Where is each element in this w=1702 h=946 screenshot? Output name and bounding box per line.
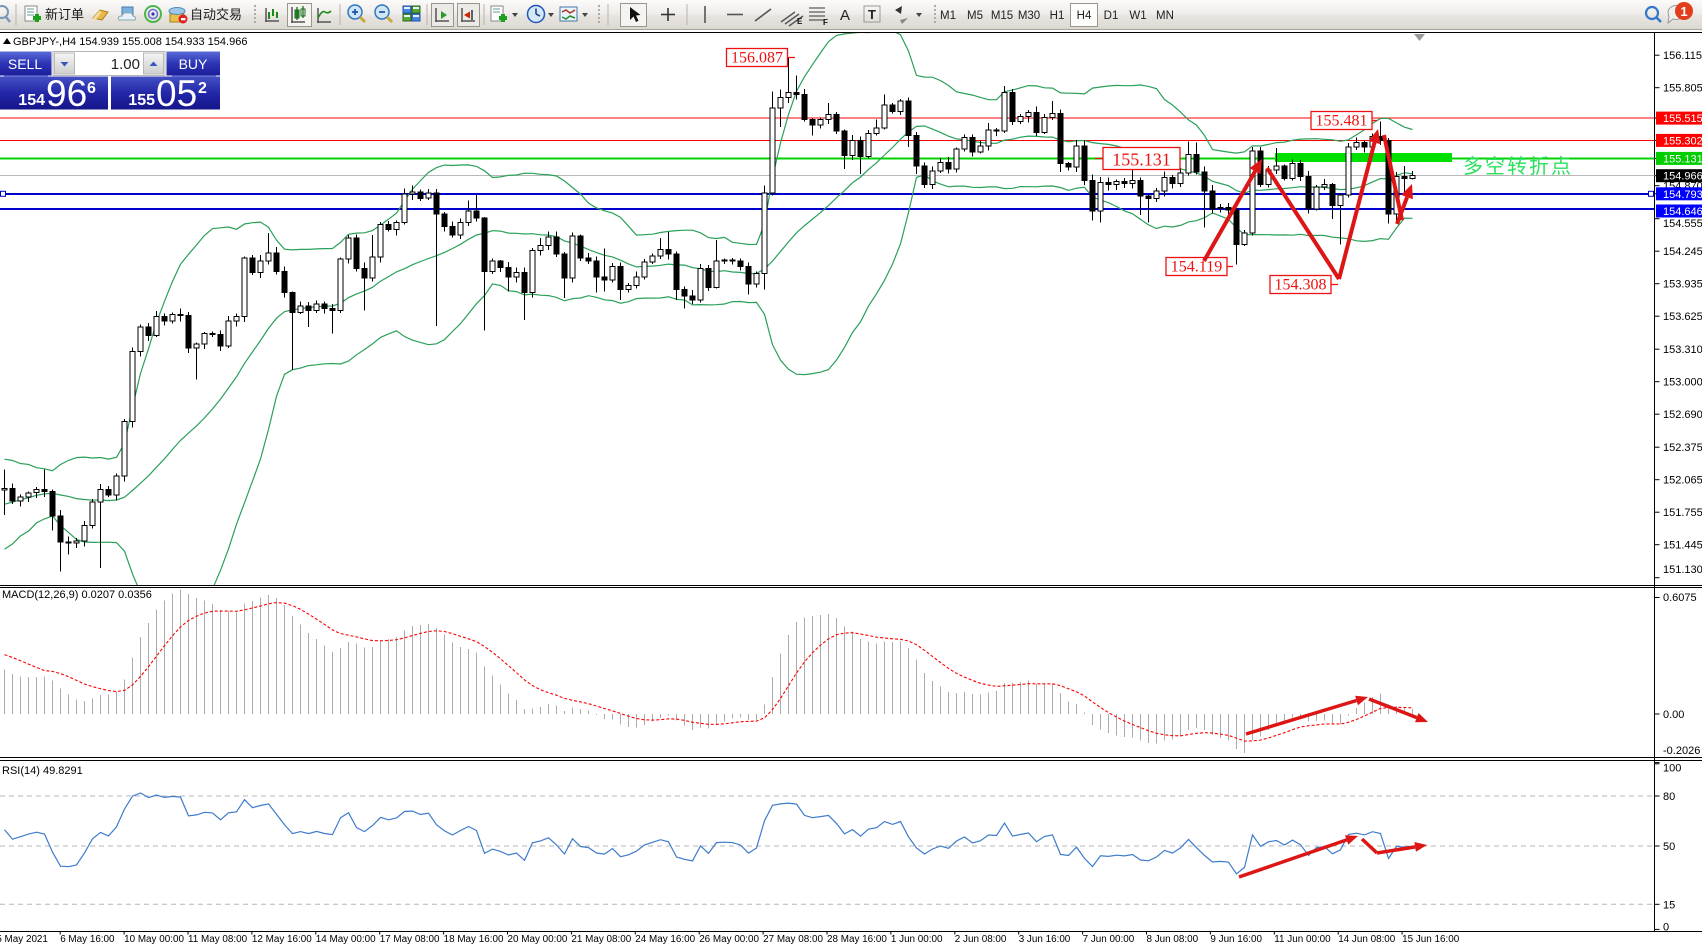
svg-text:2: 2 <box>198 80 207 97</box>
svg-text:155: 155 <box>128 92 155 109</box>
svg-text:3 Jun 16:00: 3 Jun 16:00 <box>1019 934 1071 945</box>
svg-text:153.935: 153.935 <box>1663 279 1702 291</box>
svg-text:RSI(14) 49.8291: RSI(14) 49.8291 <box>2 765 83 777</box>
svg-text:153.310: 153.310 <box>1663 344 1702 356</box>
svg-text:E: E <box>797 17 803 26</box>
svg-text:153.625: 153.625 <box>1663 311 1702 323</box>
svg-text:155.805: 155.805 <box>1663 83 1702 95</box>
svg-text:BUY: BUY <box>179 56 208 72</box>
svg-text:15: 15 <box>1663 899 1675 911</box>
svg-text:H1: H1 <box>1050 10 1065 22</box>
svg-text:21 May 08:00: 21 May 08:00 <box>571 934 631 945</box>
svg-text:9 Jun 16:00: 9 Jun 16:00 <box>1210 934 1262 945</box>
svg-text:0: 0 <box>1663 922 1669 934</box>
svg-text:MN: MN <box>1156 10 1174 22</box>
svg-text:156.115: 156.115 <box>1663 50 1702 62</box>
svg-text:28 May 16:00: 28 May 16:00 <box>827 934 887 945</box>
svg-text:D1: D1 <box>1104 10 1119 22</box>
svg-text:W1: W1 <box>1129 10 1146 22</box>
svg-text:151.130: 151.130 <box>1663 564 1702 576</box>
svg-text:154.966: 154.966 <box>1663 171 1702 183</box>
svg-text:154.119: 154.119 <box>1171 259 1222 276</box>
svg-text:H4: H4 <box>1077 10 1092 22</box>
svg-text:154.555: 154.555 <box>1663 218 1702 230</box>
svg-text:MACD(12,26,9) 0.0207 0.0356: MACD(12,26,9) 0.0207 0.0356 <box>2 589 152 601</box>
svg-text:156.087: 156.087 <box>731 50 783 67</box>
svg-text:155.131: 155.131 <box>1663 153 1702 165</box>
svg-text:新订单: 新订单 <box>45 7 84 22</box>
svg-text:151.755: 151.755 <box>1663 507 1702 519</box>
svg-text:15 Jun 16:00: 15 Jun 16:00 <box>1402 934 1460 945</box>
svg-text:20 May 00:00: 20 May 00:00 <box>508 934 568 945</box>
svg-text:M5: M5 <box>967 10 983 22</box>
svg-text:154.793: 154.793 <box>1663 189 1702 201</box>
svg-text:154.245: 154.245 <box>1663 246 1702 258</box>
svg-text:26 May 00:00: 26 May 00:00 <box>699 934 759 945</box>
svg-text:152.375: 152.375 <box>1663 442 1702 454</box>
svg-text:14 Jun 08:00: 14 Jun 08:00 <box>1338 934 1396 945</box>
svg-text:151.445: 151.445 <box>1663 540 1702 552</box>
svg-text:-0.2026: -0.2026 <box>1663 745 1700 757</box>
svg-text:10 May 00:00: 10 May 00:00 <box>124 934 184 945</box>
svg-text:05: 05 <box>156 73 197 114</box>
svg-text:6 May 16:00: 6 May 16:00 <box>60 934 115 945</box>
svg-text:0.00: 0.00 <box>1663 709 1684 721</box>
svg-text:1.00: 1.00 <box>111 56 140 73</box>
svg-text:152.065: 152.065 <box>1663 475 1702 487</box>
svg-text:154.646: 154.646 <box>1663 206 1702 218</box>
svg-text:5 May 2021: 5 May 2021 <box>0 934 48 945</box>
svg-text:155.515: 155.515 <box>1663 113 1702 125</box>
svg-text:多空转折点: 多空转折点 <box>1463 155 1573 178</box>
svg-text:27 May 08:00: 27 May 08:00 <box>763 934 823 945</box>
svg-text:0.6075: 0.6075 <box>1663 592 1697 604</box>
svg-text:155.302: 155.302 <box>1663 135 1702 147</box>
svg-text:A: A <box>840 7 850 24</box>
svg-text:GBPJPY-,H4 154.939 155.008 15: GBPJPY-,H4 154.939 155.008 154.933 154.9… <box>13 36 247 48</box>
svg-text:F: F <box>823 18 828 27</box>
svg-text:152.690: 152.690 <box>1663 409 1702 421</box>
svg-text:SELL: SELL <box>8 56 42 72</box>
svg-text:6: 6 <box>87 80 96 97</box>
svg-text:155.481: 155.481 <box>1316 113 1368 130</box>
svg-text:153.000: 153.000 <box>1663 377 1702 389</box>
svg-text:155.131: 155.131 <box>1112 150 1171 170</box>
svg-text:11 May 08:00: 11 May 08:00 <box>188 934 248 945</box>
svg-text:M1: M1 <box>940 10 956 22</box>
svg-text:24 May 16:00: 24 May 16:00 <box>635 934 695 945</box>
svg-text:8 Jun 08:00: 8 Jun 08:00 <box>1147 934 1199 945</box>
svg-text:12 May 16:00: 12 May 16:00 <box>252 934 312 945</box>
svg-text:18 May 16:00: 18 May 16:00 <box>444 934 504 945</box>
svg-text:154.308: 154.308 <box>1275 277 1327 294</box>
svg-text:2 Jun 08:00: 2 Jun 08:00 <box>955 934 1007 945</box>
svg-text:7 Jun 00:00: 7 Jun 00:00 <box>1083 934 1135 945</box>
svg-text:T: T <box>868 7 876 22</box>
svg-text:M30: M30 <box>1018 10 1040 22</box>
svg-text:1: 1 <box>1680 4 1687 19</box>
svg-text:80: 80 <box>1663 791 1675 803</box>
svg-text:96: 96 <box>46 73 87 114</box>
svg-text:17 May 08:00: 17 May 08:00 <box>380 934 440 945</box>
svg-text:14 May 00:00: 14 May 00:00 <box>316 934 376 945</box>
svg-text:11 Jun 00:00: 11 Jun 00:00 <box>1274 934 1331 945</box>
svg-text:1 Jun 00:00: 1 Jun 00:00 <box>891 934 943 945</box>
svg-text:50: 50 <box>1663 841 1675 853</box>
svg-text:M15: M15 <box>991 10 1013 22</box>
svg-text:自动交易: 自动交易 <box>190 7 242 22</box>
svg-text:154: 154 <box>18 92 45 109</box>
svg-text:100: 100 <box>1663 763 1681 775</box>
